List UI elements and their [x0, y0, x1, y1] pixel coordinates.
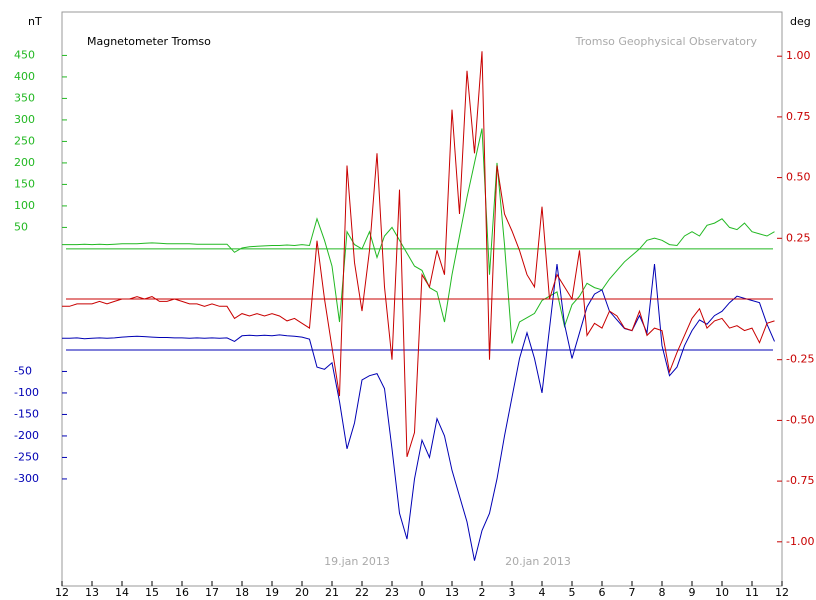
x-tick-label: 12: [775, 586, 789, 599]
y2-tick-label: -0.25: [786, 353, 814, 366]
x-tick-label: 3: [509, 586, 516, 599]
y-tick-label: 450: [14, 48, 35, 61]
x-tick-label: 13: [445, 586, 459, 599]
x-tick-label: 16: [175, 586, 189, 599]
y-tick-label: 50: [14, 220, 28, 233]
series-line: [62, 263, 775, 561]
y2-tick-label: 0.50: [786, 171, 811, 184]
y-tick-label: 150: [14, 177, 35, 190]
y-tick-label: 300: [14, 113, 35, 126]
y-tick-label: 250: [14, 134, 35, 147]
x-tick-label: 15: [145, 586, 159, 599]
y2-tick-label: 0.25: [786, 231, 811, 244]
x-tick-label: 2: [479, 586, 486, 599]
x-tick-label: 10: [715, 586, 729, 599]
x-tick-label: 21: [325, 586, 339, 599]
x-tick-label: 0: [419, 586, 426, 599]
y2-tick-label: 1.00: [786, 49, 811, 62]
date-annotation: 20.jan 2013: [505, 555, 571, 568]
x-tick-label: 7: [629, 586, 636, 599]
date-annotation: 19.jan 2013: [324, 555, 390, 568]
x-tick-label: 12: [55, 586, 69, 599]
x-tick-label: 22: [355, 586, 369, 599]
y-axis-label: nT: [28, 15, 42, 28]
x-tick-label: 6: [599, 586, 606, 599]
y-tick-label: -200: [14, 429, 39, 442]
y-tick-label: -100: [14, 386, 39, 399]
y2-tick-label: 0.75: [786, 110, 811, 123]
y-tick-label: -150: [14, 407, 39, 420]
y-tick-label: -300: [14, 472, 39, 485]
chart-title: Magnetometer Tromso: [87, 35, 211, 48]
x-tick-label: 5: [569, 586, 576, 599]
y-tick-label: 200: [14, 156, 35, 169]
x-tick-label: 8: [659, 586, 666, 599]
x-tick-label: 11: [745, 586, 759, 599]
x-tick-label: 14: [115, 586, 129, 599]
x-tick-label: 4: [539, 586, 546, 599]
y-tick-label: 400: [14, 70, 35, 83]
y2-tick-label: -0.75: [786, 474, 814, 487]
y2-axis-label: deg: [790, 15, 811, 28]
x-tick-label: 18: [235, 586, 249, 599]
y-tick-label: 350: [14, 91, 35, 104]
series-line: [62, 128, 775, 344]
y2-tick-label: -1.00: [786, 535, 814, 548]
chart-subtitle: Tromso Geophysical Observatory: [575, 35, 758, 48]
y-tick-label: 100: [14, 199, 35, 212]
x-tick-label: 19: [265, 586, 279, 599]
series-line: [62, 51, 775, 457]
x-tick-label: 13: [85, 586, 99, 599]
y-tick-label: -250: [14, 450, 39, 463]
y2-tick-label: -0.50: [786, 413, 814, 426]
x-tick-label: 20: [295, 586, 309, 599]
x-tick-label: 23: [385, 586, 399, 599]
y-tick-label: -50: [14, 364, 32, 377]
x-tick-label: 9: [689, 586, 696, 599]
x-tick-label: 17: [205, 586, 219, 599]
